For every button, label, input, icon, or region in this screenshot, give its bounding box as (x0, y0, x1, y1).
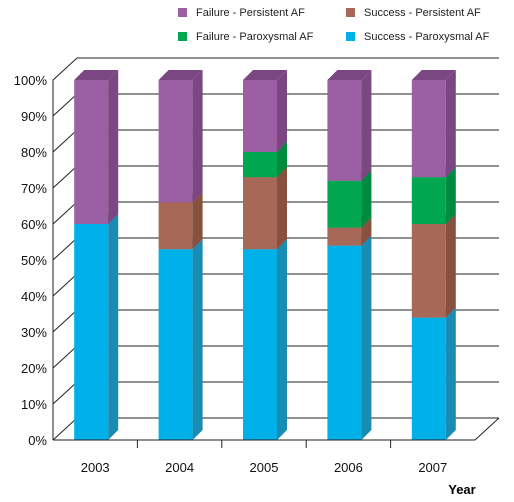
bar-face (411, 177, 446, 224)
legend-item-success-paroxysmal-af: Success - Paroxysmal AF (346, 31, 490, 43)
bar-2007-success-persistent-af (411, 214, 456, 318)
bar-top (327, 70, 372, 80)
bar-2005-success-paroxysmal-af (243, 239, 287, 440)
y-tick-label-4: 40% (21, 289, 47, 304)
bar-face (243, 152, 277, 178)
bar-side (277, 167, 287, 250)
bar-2005-success-persistent-af (243, 167, 287, 250)
bar-2003-failure-persistent-af (74, 70, 119, 224)
legend-item-failure-persistent-af: Failure - Persistent AF (178, 7, 305, 19)
legend-label: Failure - Paroxysmal AF (196, 31, 314, 43)
legend-swatch (178, 32, 187, 41)
legend-swatch (178, 8, 187, 17)
bar-side (108, 214, 119, 440)
bar-2005-failure-persistent-af (243, 70, 287, 152)
legend-swatch (346, 8, 355, 17)
x-tick-label-2003: 2003 (81, 460, 110, 475)
bar-side (445, 214, 456, 318)
bar-face (411, 224, 446, 318)
y-tick-label-2: 20% (21, 361, 47, 376)
bar-top (243, 70, 287, 80)
bar-side (192, 192, 203, 250)
bar-side (361, 235, 372, 440)
bar-side (361, 217, 372, 246)
bar-top (411, 70, 456, 80)
bar-side (361, 70, 372, 181)
bar-side (445, 167, 456, 224)
bar-face (327, 80, 362, 181)
bar-face (243, 177, 277, 250)
bar-face (243, 80, 277, 152)
y-tick-label-0: 0% (28, 433, 47, 448)
bar-side (445, 307, 456, 440)
y-tick-label-5: 50% (21, 253, 47, 268)
x-tick-label-2006: 2006 (334, 460, 363, 475)
x-tick-label-2007: 2007 (418, 460, 447, 475)
x-axis-side-line (474, 417, 500, 441)
bar-side (361, 170, 372, 228)
bar-face (74, 80, 109, 224)
bar-2006-failure-persistent-af (327, 70, 372, 181)
bar-2004-failure-persistent-af (158, 70, 203, 203)
bar-side (277, 239, 287, 440)
bar-side (192, 239, 203, 440)
y-tick-label-7: 70% (21, 181, 47, 196)
x-axis-label: Year (448, 482, 475, 497)
bar-face (327, 180, 362, 228)
bar-2003-success-paroxysmal-af (74, 214, 119, 440)
bar-2004-success-paroxysmal-af (158, 239, 203, 440)
legend-label: Success - Paroxysmal AF (364, 31, 490, 43)
bar-2007-success-paroxysmal-af (411, 307, 456, 440)
bar-2006-success-paroxysmal-af (327, 235, 372, 440)
bar-face (158, 202, 193, 250)
legend-swatch (346, 32, 355, 41)
axes: 0% 10% 20% 30% 40% 50% 60% 70% 80% 90% 100% 2003 200… (14, 73, 500, 475)
bar-face (411, 80, 446, 178)
y-tick-label-6: 60% (21, 217, 47, 232)
legend-item-failure-paroxysmal-af: Failure - Paroxysmal AF (178, 31, 314, 43)
bar-face (243, 249, 277, 440)
bar-side (277, 142, 287, 178)
bar-face (327, 227, 362, 246)
legend-label: Failure - Persistent AF (196, 7, 305, 19)
y-tick-label-9: 90% (21, 109, 47, 124)
y-tick-label-1: 10% (21, 397, 47, 412)
y-tick-label-3: 30% (21, 325, 47, 340)
bar-face (327, 245, 362, 440)
bar-face (411, 317, 446, 440)
gridline-10 (52, 57, 499, 81)
bar-side (445, 70, 456, 178)
bar-side (192, 70, 203, 203)
bar-face (158, 249, 193, 440)
bar-face (158, 80, 193, 203)
bar-2007-failure-persistent-af (411, 70, 456, 178)
legend-label: Success - Persistent AF (364, 7, 481, 19)
x-tick-label-2005: 2005 (250, 460, 279, 475)
bars (74, 70, 456, 440)
bar-side (108, 70, 119, 224)
bar-top (158, 70, 203, 80)
bar-face (74, 224, 109, 440)
legend: Failure - Persistent AF Success - Persist… (178, 7, 490, 43)
bar-side (277, 70, 287, 152)
y-tick-label-10: 100% (14, 73, 48, 88)
y-tick-label-8: 80% (21, 145, 47, 160)
legend-item-success-persistent-af: Success - Persistent AF (346, 7, 481, 19)
bar-top (74, 70, 119, 80)
x-tick-label-2004: 2004 (165, 460, 194, 475)
